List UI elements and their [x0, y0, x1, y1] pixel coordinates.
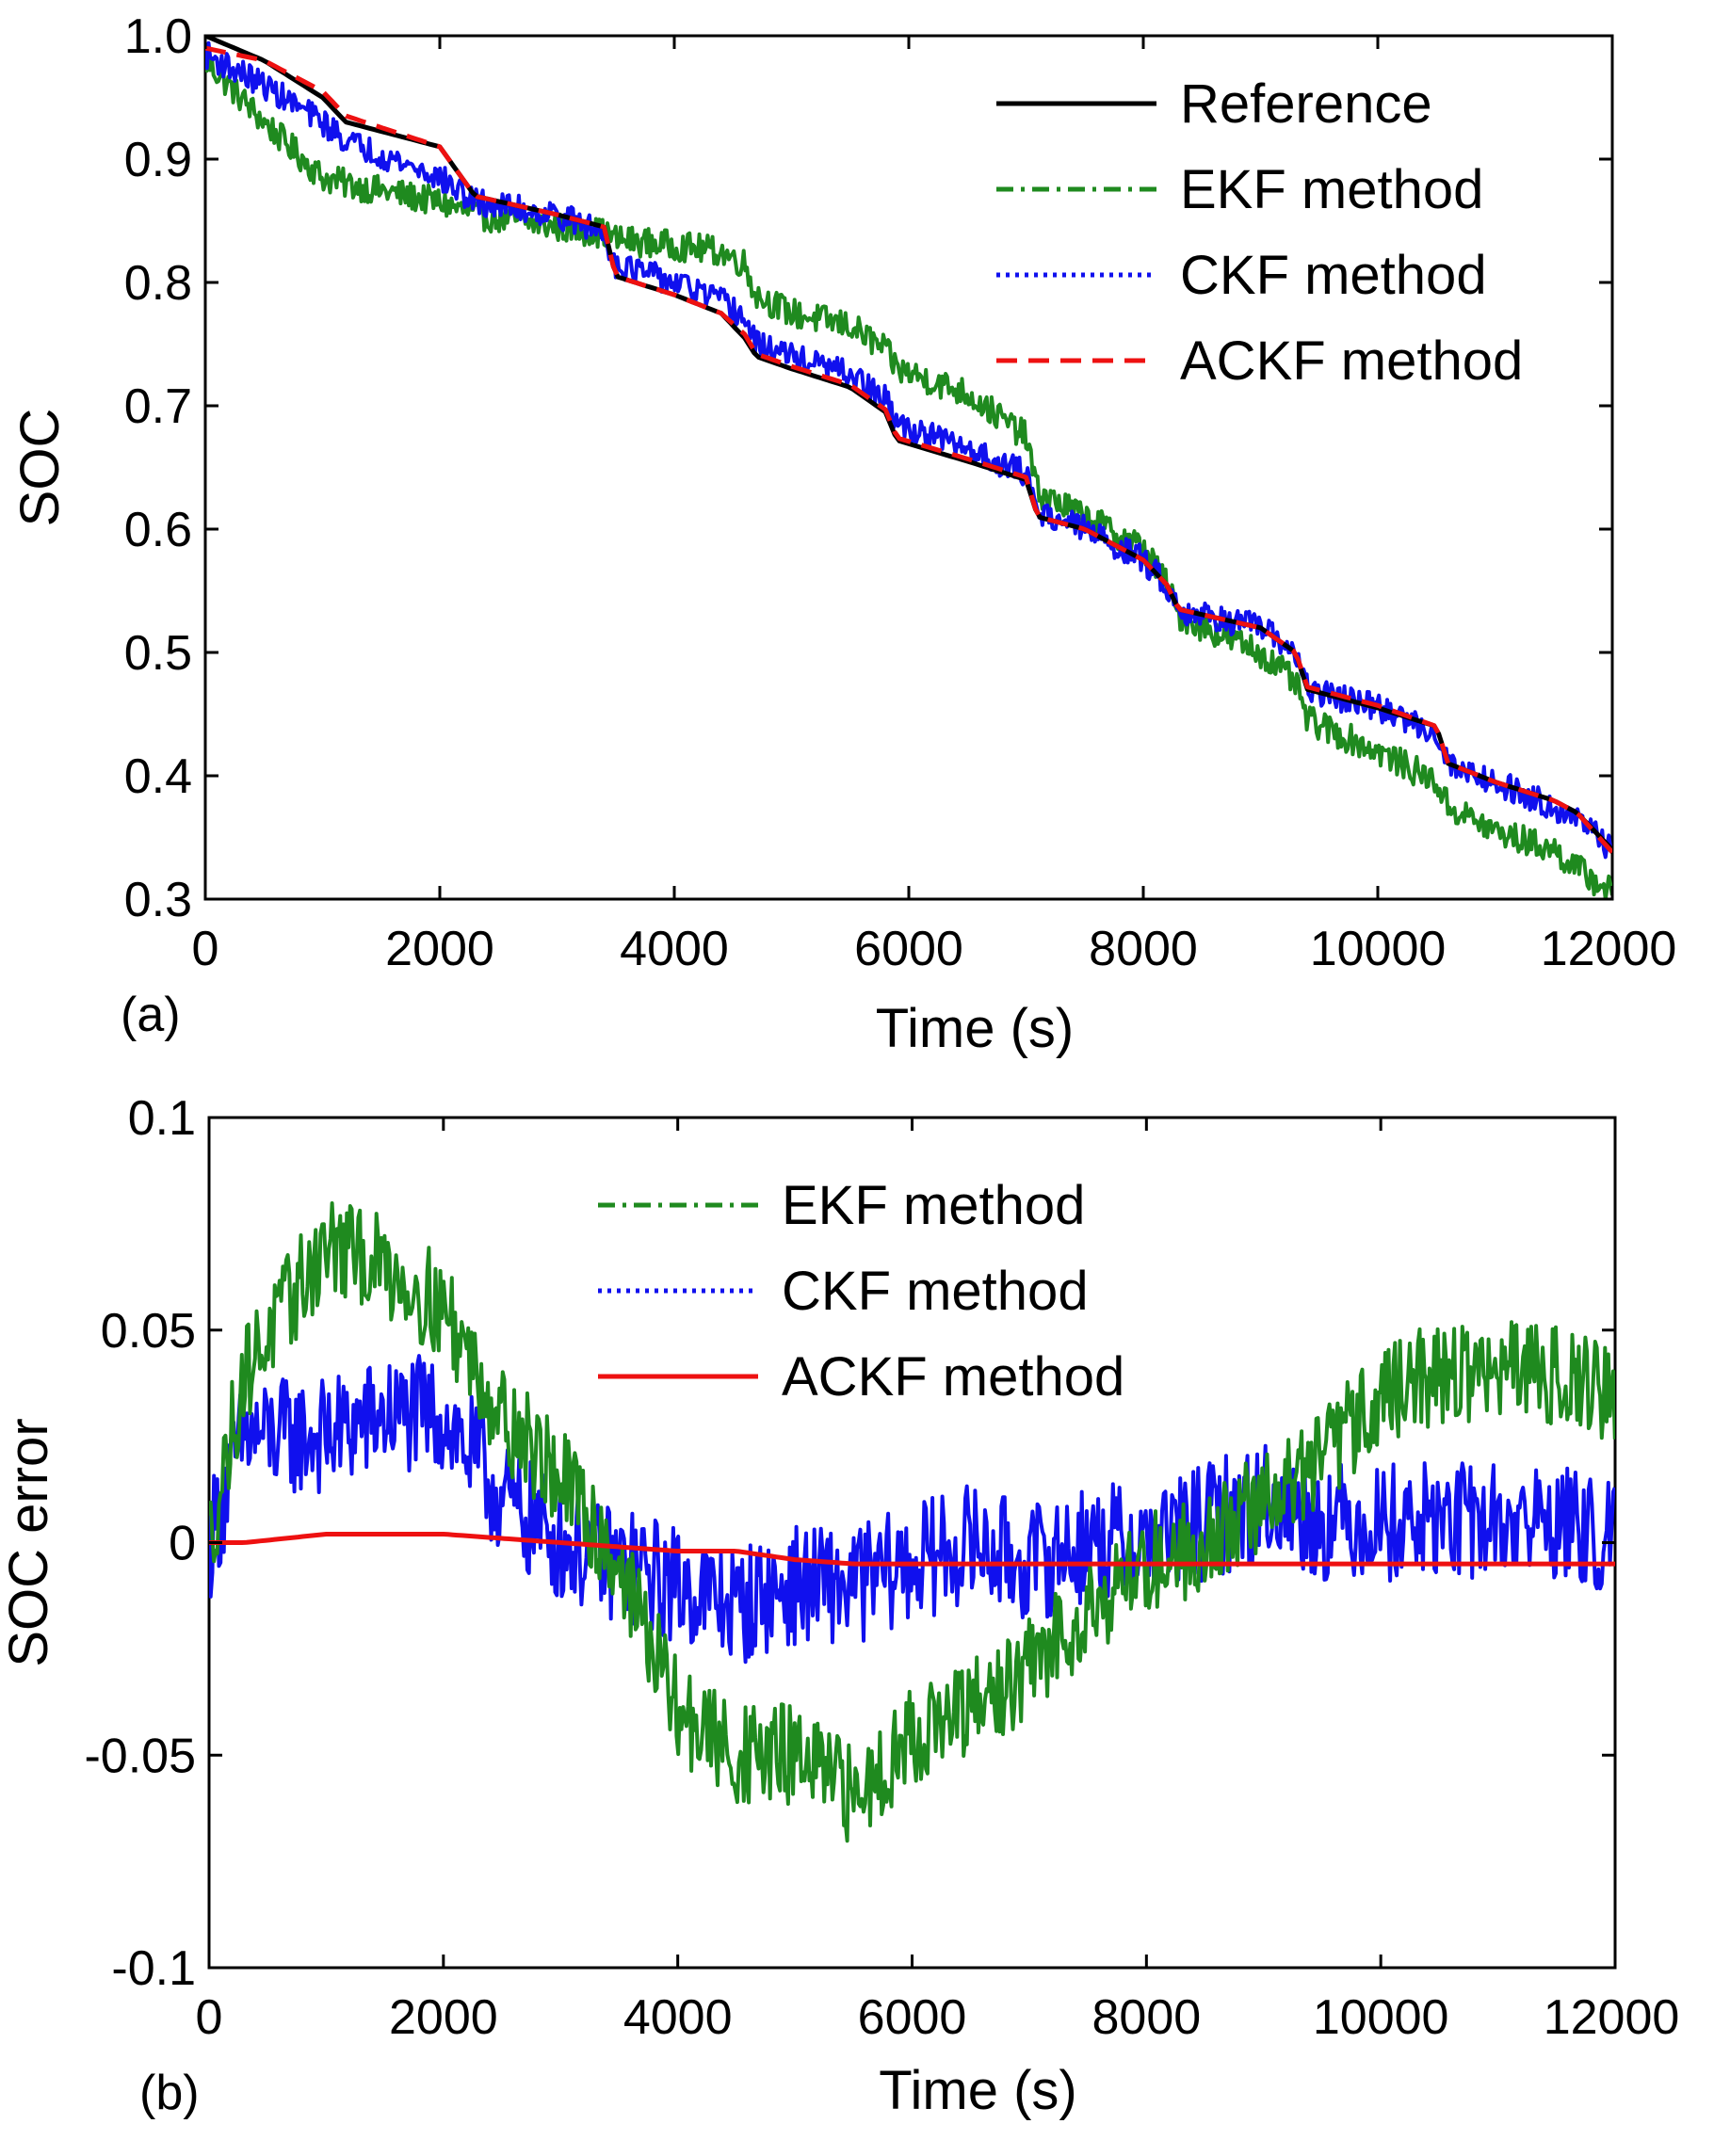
- y-tick-label: -0.05: [84, 1729, 196, 1783]
- series-group-b: [209, 1201, 1615, 1843]
- legend-label-ekf-method: EKF method: [1180, 159, 1483, 220]
- x-tick-label: 10000: [1310, 922, 1447, 976]
- x-tick-label: 12000: [1544, 1990, 1680, 2045]
- y-tick-label: 0.05: [101, 1304, 196, 1359]
- y-tick-label: 0.1: [128, 1091, 196, 1146]
- series-line-ckf-method: [205, 40, 1612, 860]
- y-tick-label: -0.1: [111, 1941, 196, 1996]
- series-line-ekf-method: [209, 1201, 1615, 1843]
- x-tick-label: 8000: [1091, 1990, 1201, 2045]
- x-tick-label: 6000: [854, 922, 963, 976]
- x-tick-label: 2000: [385, 922, 494, 976]
- x-tick-label: 6000: [858, 1990, 967, 2045]
- series-group-a: [205, 36, 1612, 899]
- series-line-ackf-method: [205, 45, 1612, 854]
- x-tick-label: 8000: [1089, 922, 1198, 976]
- legend-label-reference: Reference: [1180, 73, 1432, 135]
- x-tick-label: 0: [196, 1990, 223, 2045]
- y-axis-label-a: SOC: [9, 409, 71, 527]
- legend-label-ackf-method: ACKF method: [782, 1346, 1124, 1408]
- legend-label-ekf-method: EKF method: [782, 1175, 1085, 1236]
- x-tick-label: 0: [192, 922, 219, 976]
- y-tick-label: 1.0: [124, 9, 192, 64]
- legend-label-ckf-method: CKF method: [1180, 245, 1487, 306]
- legend-a: Reference EKF method CKF method ACKF method: [996, 73, 1523, 392]
- panel-b: 0 2000 4000 6000 8000 10000 12000 -0.1 -0.05 0 0.0…: [0, 1091, 1679, 2121]
- y-tick-label: 0.6: [124, 503, 192, 557]
- series-line-ekf-method: [205, 54, 1612, 899]
- series-line-ackf-method: [209, 1532, 1615, 1567]
- y-axis-label-b: SOC error: [0, 1418, 59, 1666]
- y-tick-label: 0: [169, 1517, 196, 1571]
- x-tick-label: 10000: [1313, 1990, 1449, 2045]
- panel-label-b: (b): [139, 2066, 200, 2120]
- y-tick-label: 0.9: [124, 133, 192, 187]
- panel-label-a: (a): [121, 988, 181, 1042]
- x-tick-label: 2000: [389, 1990, 498, 2045]
- x-axis-label-a: Time (s): [876, 998, 1074, 1059]
- x-tick-label: 4000: [620, 922, 729, 976]
- x-tick-label: 12000: [1541, 922, 1677, 976]
- y-tick-label: 0.5: [124, 626, 192, 681]
- ticks-b: 0 2000 4000 6000 8000 10000 12000 -0.1 -0.05 0 0.0…: [84, 1091, 1679, 2045]
- x-axis-label-b: Time (s): [879, 2060, 1076, 2121]
- y-tick-label: 0.3: [124, 873, 192, 927]
- legend-b: EKF method CKF method ACKF method: [598, 1175, 1124, 1408]
- legend-label-ackf-method: ACKF method: [1180, 330, 1523, 392]
- y-tick-label: 0.4: [124, 749, 192, 804]
- x-tick-label: 4000: [623, 1990, 733, 2045]
- ticks-a: 0 2000 4000 6000 8000 10000 12000 0.3 0.4 0.5 0.6 0…: [124, 9, 1677, 976]
- y-tick-label: 0.8: [124, 256, 192, 311]
- panel-a: 0 2000 4000 6000 8000 10000 12000 0.3 0.4 0.5 0.6 0…: [9, 9, 1676, 1059]
- y-tick-label: 0.7: [124, 379, 192, 434]
- series-line-ckf-method: [209, 1354, 1615, 1665]
- legend-label-ckf-method: CKF method: [782, 1261, 1089, 1322]
